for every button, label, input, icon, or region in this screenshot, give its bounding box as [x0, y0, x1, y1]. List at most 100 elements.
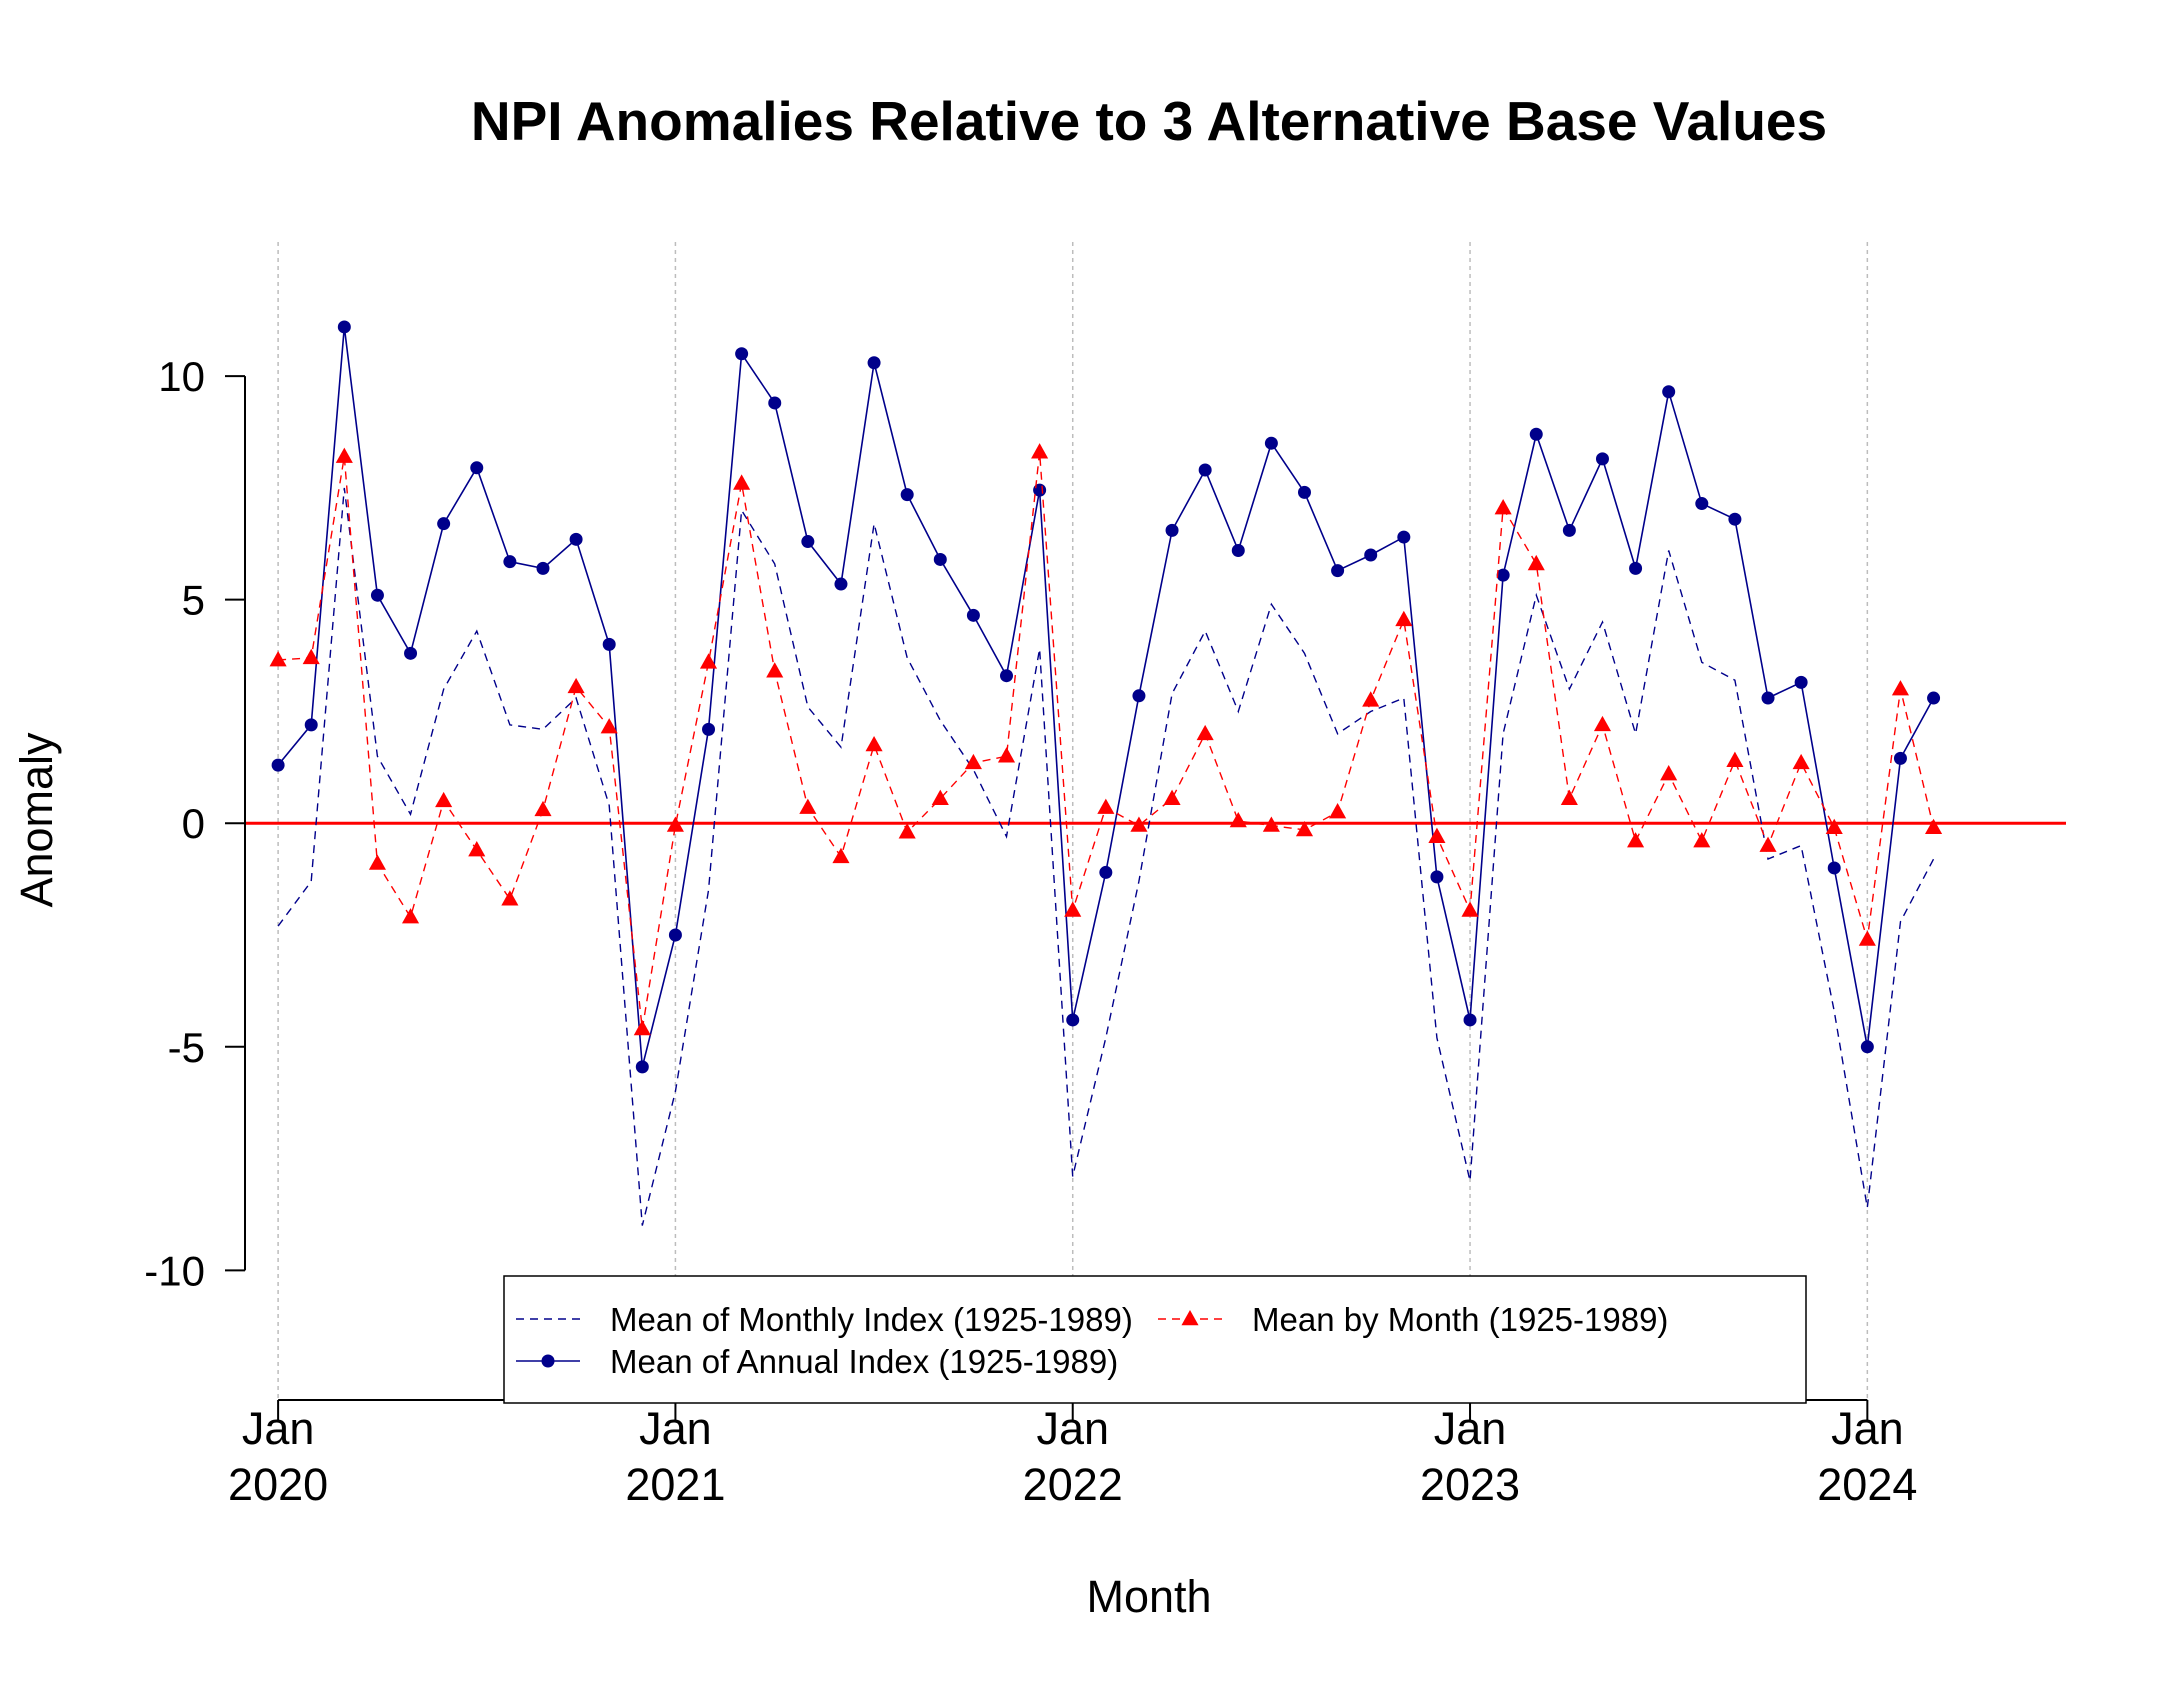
x-axis-label: Month: [1086, 1571, 1211, 1622]
legend-key-triangle: [1181, 1310, 1199, 1326]
data-point-triangle: [1295, 820, 1314, 837]
y-tick-label: 0: [182, 800, 205, 847]
x-tick-label-month: Jan: [1434, 1403, 1507, 1454]
x-tick-label-month: Jan: [639, 1403, 712, 1454]
data-point-triangle: [1925, 818, 1943, 835]
data-point-circle: [1231, 544, 1245, 558]
data-point-circle: [735, 347, 749, 361]
data-point-circle: [1893, 751, 1907, 765]
data-point-circle: [834, 577, 848, 591]
data-point-triangle: [832, 847, 850, 864]
data-point-circle: [668, 928, 682, 942]
data-point-triangle: [666, 816, 684, 832]
data-point-triangle: [335, 447, 353, 463]
data-point-circle: [536, 561, 550, 575]
data-point-circle: [1728, 512, 1742, 526]
data-point-triangle: [302, 648, 320, 665]
data-point-circle: [1562, 523, 1576, 537]
y-axis-label: Anomaly: [11, 732, 62, 908]
data-point-circle: [1827, 861, 1841, 875]
data-point-triangle: [1726, 751, 1744, 767]
data-point-triangle: [269, 651, 287, 667]
legend-box: [503, 1275, 1807, 1404]
data-point-circle: [1463, 1013, 1477, 1027]
data-point-triangle: [1627, 832, 1645, 848]
y-tick-label: -5: [168, 1024, 205, 1071]
data-point-triangle: [699, 653, 718, 669]
data-point-triangle: [1229, 812, 1247, 828]
series-layer: [269, 320, 1943, 1226]
data-point-triangle: [1262, 816, 1280, 832]
data-point-triangle: [1428, 827, 1446, 843]
series-line-2: [277, 326, 1935, 1068]
data-point-circle: [1397, 530, 1411, 544]
grid-layer: [245, 242, 2066, 1400]
data-point-circle: [569, 532, 583, 546]
data-point-circle: [1496, 568, 1510, 582]
data-point-triangle: [1660, 765, 1678, 781]
series-line-1: [277, 487, 1935, 1226]
data-point-triangle: [600, 718, 618, 734]
legend-entry-label: Mean by Month (1925-1989): [1252, 1301, 1668, 1338]
data-point-triangle: [468, 841, 486, 857]
data-point-circle: [1099, 865, 1113, 879]
data-point-circle: [900, 488, 914, 502]
data-point-triangle: [435, 791, 453, 808]
data-point-circle: [1860, 1040, 1874, 1054]
data-point-circle: [503, 555, 517, 569]
data-point-triangle: [1527, 554, 1545, 571]
data-point-triangle: [633, 1019, 651, 1036]
data-point-circle: [1198, 463, 1212, 477]
data-point-circle: [1761, 691, 1775, 705]
data-point-circle: [1529, 427, 1543, 441]
data-point-triangle: [1759, 836, 1777, 852]
data-point-triangle: [1064, 901, 1082, 917]
data-point-triangle: [401, 908, 420, 924]
data-point-triangle: [733, 474, 751, 490]
x-tick-label-month: Jan: [242, 1403, 315, 1454]
data-point-triangle: [1494, 499, 1512, 515]
data-point-circle: [1927, 691, 1941, 705]
chart-legend: Mean of Monthly Index (1925-1989) Mean of…: [503, 1275, 1807, 1404]
data-point-circle: [635, 1060, 649, 1074]
data-point-circle: [1629, 561, 1643, 575]
data-point-circle: [1595, 452, 1609, 466]
data-point-circle: [1695, 497, 1709, 511]
data-point-triangle: [1031, 443, 1049, 459]
data-point-triangle: [1395, 610, 1413, 627]
data-point-triangle: [964, 753, 982, 770]
y-tick-label: -10: [144, 1247, 205, 1294]
data-point-circle: [933, 552, 947, 566]
legend-key-circle: [541, 1354, 555, 1368]
data-point-circle: [1364, 548, 1378, 562]
legend-entry-label: Mean of Annual Index (1925-1989): [610, 1343, 1118, 1380]
data-point-triangle: [501, 890, 519, 906]
data-point-triangle: [1792, 753, 1810, 770]
data-point-circle: [1662, 385, 1676, 399]
chart-title: NPI Anomalies Relative to 3 Alternative …: [471, 90, 1827, 152]
data-point-circle: [1430, 870, 1444, 884]
data-point-circle: [271, 758, 285, 772]
data-point-circle: [801, 535, 815, 549]
data-point-circle: [1264, 436, 1278, 450]
data-point-triangle: [1825, 818, 1843, 835]
data-point-circle: [602, 637, 616, 651]
data-point-triangle: [898, 823, 916, 839]
data-point-triangle: [1329, 803, 1347, 819]
data-point-circle: [1132, 689, 1146, 703]
data-point-triangle: [1362, 691, 1380, 707]
data-point-triangle: [1593, 715, 1612, 732]
data-point-circle: [867, 356, 881, 370]
data-point-circle: [768, 396, 782, 410]
data-point-circle: [337, 320, 351, 334]
data-point-circle: [304, 718, 318, 732]
data-point-circle: [404, 646, 418, 660]
series-line-3: [278, 452, 1935, 1030]
x-tick-label-year: 2022: [1023, 1459, 1123, 1510]
data-point-triangle: [1163, 789, 1181, 805]
x-tick-label-year: 2024: [1817, 1459, 1917, 1510]
x-tick-label-month: Jan: [1036, 1403, 1109, 1454]
x-tick-label-year: 2021: [625, 1459, 725, 1510]
